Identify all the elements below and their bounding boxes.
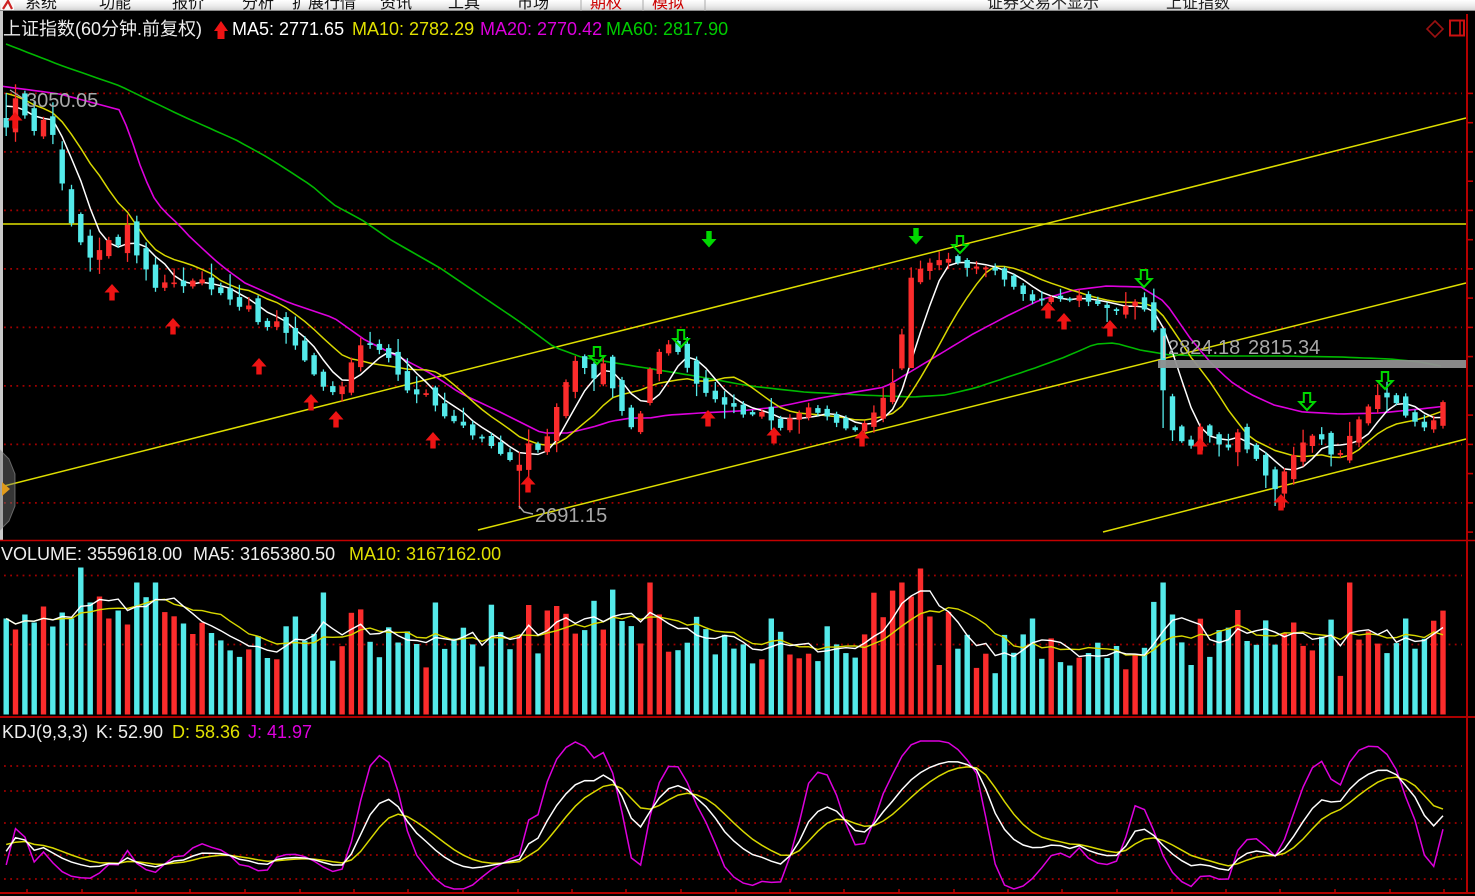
svg-text:功能: 功能 [99, 0, 131, 12]
svg-text:MA5: 2771.65: MA5: 2771.65 [232, 19, 344, 39]
svg-text:MA60: 2817.90: MA60: 2817.90 [606, 19, 728, 39]
svg-text:VOLUME: 3559618.00: VOLUME: 3559618.00 [1, 544, 182, 564]
svg-text:MA10: 2782.29: MA10: 2782.29 [352, 19, 474, 39]
svg-text:上证指数: 上证指数 [1166, 0, 1230, 12]
svg-text:市场: 市场 [517, 0, 549, 12]
svg-text:工具: 工具 [448, 0, 480, 12]
svg-text:证券交易不显示: 证券交易不显示 [987, 0, 1099, 12]
svg-text:模拟: 模拟 [652, 0, 684, 12]
svg-text:2824.18: 2824.18 [1168, 337, 1240, 359]
svg-text:资讯: 资讯 [380, 0, 412, 12]
svg-text:3050.05: 3050.05 [26, 90, 98, 112]
svg-text:2815.34: 2815.34 [1248, 337, 1320, 359]
svg-text:MA10: 3167162.00: MA10: 3167162.00 [349, 544, 501, 564]
svg-text:分析: 分析 [242, 0, 274, 12]
svg-text:MA20: 2770.42: MA20: 2770.42 [480, 19, 602, 39]
svg-text:上证指数(60分钟.前复权): 上证指数(60分钟.前复权) [3, 19, 202, 39]
svg-text:系统: 系统 [25, 0, 57, 12]
svg-text:报价: 报价 [172, 0, 204, 12]
svg-text:MA5: 3165380.50: MA5: 3165380.50 [193, 544, 335, 564]
svg-text:D: 58.36: D: 58.36 [172, 722, 240, 742]
svg-text:J: 41.97: J: 41.97 [248, 722, 312, 742]
svg-text:期权: 期权 [590, 0, 622, 12]
svg-text:K: 52.90: K: 52.90 [96, 722, 163, 742]
svg-text:KDJ(9,3,3): KDJ(9,3,3) [2, 722, 88, 742]
svg-text:2691.15: 2691.15 [535, 505, 607, 527]
svg-text:扩展行情: 扩展行情 [292, 0, 356, 12]
